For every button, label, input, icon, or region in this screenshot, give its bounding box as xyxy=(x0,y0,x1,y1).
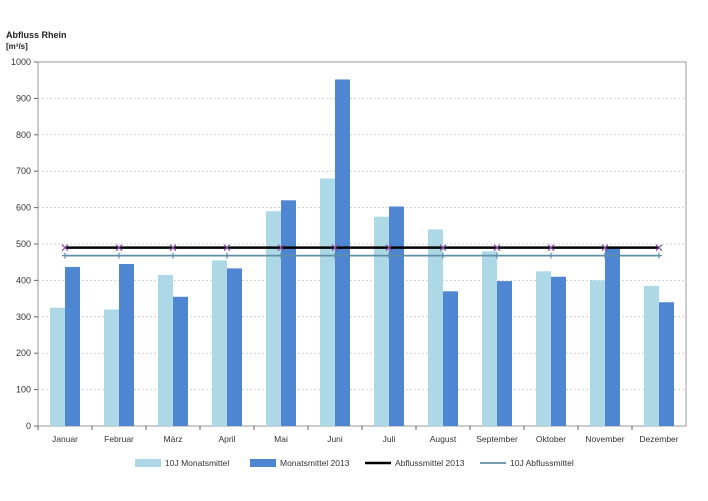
y-tick-label: 800 xyxy=(16,130,31,140)
marker-mean-2013 xyxy=(277,244,285,252)
marker-ten-year-mean xyxy=(116,252,122,259)
legend-label: Monatsmittel 2013 xyxy=(280,458,350,468)
x-tick-label: Juni xyxy=(327,434,343,444)
bar-mean-2013 xyxy=(227,268,242,426)
x-tick-label: April xyxy=(218,434,235,444)
bar-ten-year-mean xyxy=(374,216,389,426)
x-tick-label: Februar xyxy=(104,434,134,444)
bar-mean-2013 xyxy=(281,200,296,426)
y-tick-label: 400 xyxy=(16,275,31,285)
bar-ten-year-mean xyxy=(482,251,497,426)
bar-ten-year-mean xyxy=(158,274,173,426)
x-tick-label: Juli xyxy=(383,434,396,444)
x-tick-label: März xyxy=(164,434,183,444)
y-tick-label: 500 xyxy=(16,239,31,249)
marker-mean-2013 xyxy=(331,244,339,252)
marker-ten-year-mean xyxy=(278,252,284,259)
marker-mean-2013 xyxy=(61,244,69,252)
y-tick-label: 1000 xyxy=(11,57,31,67)
y-tick-label: 100 xyxy=(16,385,31,395)
marker-ten-year-mean xyxy=(62,252,68,259)
bar-mean-2013 xyxy=(335,79,350,427)
y-tick-label: 600 xyxy=(16,203,31,213)
bar-mean-2013 xyxy=(551,276,566,426)
marker-mean-2013 xyxy=(493,244,501,252)
y-tick-label: 0 xyxy=(26,421,31,431)
bar-ten-year-mean xyxy=(536,271,551,426)
legend-swatch xyxy=(250,459,276,467)
bar-mean-2013 xyxy=(119,264,134,426)
bar-mean-2013 xyxy=(65,266,80,426)
bar-mean-2013 xyxy=(659,302,674,426)
marker-mean-2013 xyxy=(547,244,555,252)
marker-ten-year-mean xyxy=(170,252,176,259)
bar-ten-year-mean xyxy=(266,211,281,426)
y-tick-label: 200 xyxy=(16,348,31,358)
chart-title: Abfluss Rhein xyxy=(6,30,67,40)
marker-mean-2013 xyxy=(223,244,231,252)
marker-ten-year-mean xyxy=(548,252,554,259)
bar-ten-year-mean xyxy=(212,260,227,426)
marker-ten-year-mean xyxy=(440,252,446,259)
marker-mean-2013 xyxy=(115,244,123,252)
bar-ten-year-mean xyxy=(644,285,659,426)
x-tick-label: Mai xyxy=(274,434,288,444)
bar-mean-2013 xyxy=(443,291,458,426)
marker-mean-2013 xyxy=(439,244,447,252)
marker-mean-2013 xyxy=(385,244,393,252)
legend-label: 10J Abflussmittel xyxy=(510,458,574,468)
bar-ten-year-mean xyxy=(104,309,119,426)
marker-ten-year-mean xyxy=(494,252,500,259)
legend-label: 10J Monatsmittel xyxy=(165,458,229,468)
x-tick-label: November xyxy=(585,434,624,444)
bar-mean-2013 xyxy=(389,206,404,426)
x-tick-label: Oktober xyxy=(536,434,566,444)
bar-mean-2013 xyxy=(605,247,620,426)
marker-mean-2013 xyxy=(169,244,177,252)
legend-label: Abflussmittel 2013 xyxy=(395,458,465,468)
y-tick-label: 900 xyxy=(16,93,31,103)
bar-ten-year-mean xyxy=(428,229,443,426)
marker-ten-year-mean xyxy=(332,252,338,259)
bar-ten-year-mean xyxy=(50,307,65,426)
marker-mean-2013 xyxy=(601,244,609,252)
x-tick-label: September xyxy=(476,434,518,444)
bar-ten-year-mean xyxy=(590,280,605,426)
marker-ten-year-mean xyxy=(656,252,662,259)
bar-mean-2013 xyxy=(173,296,188,426)
marker-ten-year-mean xyxy=(386,252,392,259)
x-tick-label: August xyxy=(430,434,457,444)
marker-ten-year-mean xyxy=(602,252,608,259)
bar-mean-2013 xyxy=(497,281,512,426)
y-tick-label: 700 xyxy=(16,166,31,176)
x-tick-label: Dezember xyxy=(639,434,678,444)
bar-ten-year-mean xyxy=(320,178,335,426)
y-axis-label: [m³/s] xyxy=(6,42,28,51)
marker-ten-year-mean xyxy=(224,252,230,259)
x-tick-label: Januar xyxy=(52,434,78,444)
legend-swatch xyxy=(135,459,161,467)
y-tick-label: 300 xyxy=(16,312,31,322)
marker-mean-2013 xyxy=(655,244,663,252)
